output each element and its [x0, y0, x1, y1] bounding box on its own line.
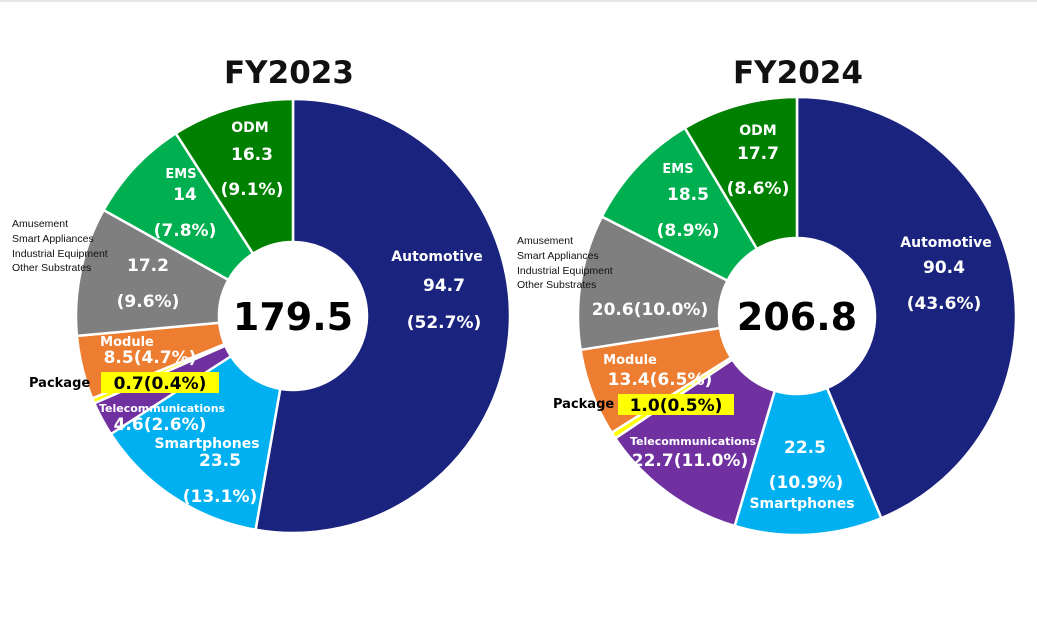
fy2023-odm-label: ODM	[231, 120, 268, 136]
fy2024-telecommunications-value: 22.7(11.0%)	[632, 451, 748, 471]
fy2023-other-line-3: Industrial Equipment	[12, 248, 108, 260]
fy2024-slices	[576, 95, 1018, 537]
fy2024-odm-value: 17.7	[737, 144, 779, 164]
fy2024-package-label: Package	[553, 397, 614, 412]
fy2023-ems-value: 14	[173, 185, 197, 205]
fy2024-module-label: Module	[603, 353, 657, 368]
fy2024-telecommunications-label: Telecommunications	[630, 435, 757, 448]
chart-title-fy2024: FY2024	[733, 55, 863, 91]
fy2024-odm-pct: (8.6%)	[727, 179, 790, 199]
fy2024-other-category-label: Amusement Smart Appliances Industrial Eq…	[517, 235, 613, 291]
fy2024-module-value: 13.4(6.5%)	[608, 370, 713, 390]
fy2023-odm-pct: (9.1%)	[221, 180, 284, 200]
fy2023-other-line-1: Amusement	[12, 218, 68, 230]
fy2024-slice-automotive	[795, 95, 1018, 520]
fy2023-other-pct: (9.6%)	[117, 292, 180, 312]
fy2024-slice-telecommunications	[614, 358, 777, 528]
fy2023-smartphones-pct: (13.1%)	[183, 487, 258, 507]
fy2023-smartphones-value: 23.5	[199, 451, 241, 471]
fy2023-package-highlight	[101, 372, 219, 393]
fy2024-slice-amusement	[576, 215, 729, 352]
fy2024-other-line-4: Other Substrates	[517, 279, 596, 291]
fy2023-total: 179.5	[233, 295, 353, 339]
fy2024-slice-odm	[683, 95, 799, 251]
fy2024-smartphones-pct: (10.9%)	[769, 473, 844, 493]
fy2023-slice-smartphones	[109, 354, 282, 532]
top-divider-line	[0, 0, 1037, 2]
fy2023-automotive-pct: (52.7%)	[407, 313, 482, 333]
fy2024-ems-pct: (8.9%)	[657, 221, 720, 241]
fy2024-other-line-1: Amusement	[517, 235, 573, 247]
fy2024-other-line-3: Industrial Equipment	[517, 265, 613, 277]
fy2023-module-label: Module	[100, 335, 154, 350]
fy2024-ems-value: 18.5	[667, 185, 709, 205]
fy2024-other-value: 20.6(10.0%)	[592, 300, 708, 320]
fy2023-telecommunications-value: 4.6(2.6%)	[114, 415, 207, 435]
fy2023-ems-label: EMS	[165, 167, 196, 182]
fy2023-module-value: 8.5(4.7%)	[104, 348, 197, 368]
fy2023-automotive-label: Automotive	[391, 249, 482, 265]
fy2023-smartphones-label: Smartphones	[154, 436, 259, 452]
fy2023-slice-automotive	[254, 97, 512, 535]
fy2024-other-line-2: Smart Appliances	[517, 250, 599, 262]
fy2023-ems-pct: (7.8%)	[154, 221, 217, 241]
fy2024-automotive-label: Automotive	[900, 235, 991, 251]
fy2024-smartphones-label: Smartphones	[749, 496, 854, 512]
fy2024-package-highlight	[618, 394, 734, 415]
chart-title-fy2023: FY2023	[224, 55, 354, 91]
fy2023-other-line-2: Smart Appliances	[12, 233, 94, 245]
fy2023-other-value: 17.2	[127, 256, 169, 276]
fy2023-package-value: 0.7(0.4%)	[114, 374, 207, 394]
fy2023-package-label: Package	[29, 376, 90, 391]
fy2024-odm-label: ODM	[739, 123, 776, 139]
fy2024-package-value: 1.0(0.5%)	[630, 396, 723, 416]
fy2023-telecommunications-label: Telecommunications	[99, 402, 226, 415]
fy2024-slice-smartphones	[733, 386, 883, 537]
fy2024-automotive-pct: (43.6%)	[907, 294, 982, 314]
fy2024-smartphones-value: 22.5	[784, 438, 826, 458]
fy2024-total: 206.8	[737, 295, 857, 339]
fy2023-odm-value: 16.3	[231, 145, 273, 165]
fy2024-automotive-value: 90.4	[923, 258, 965, 278]
fy2023-automotive-value: 94.7	[423, 276, 465, 296]
fy2023-slice-odm	[174, 97, 295, 255]
fy2023-other-line-4: Other Substrates	[12, 262, 91, 274]
fy2024-ems-label: EMS	[662, 162, 693, 177]
fy2023-other-category-label: Amusement Smart Appliances Industrial Eq…	[12, 218, 108, 274]
